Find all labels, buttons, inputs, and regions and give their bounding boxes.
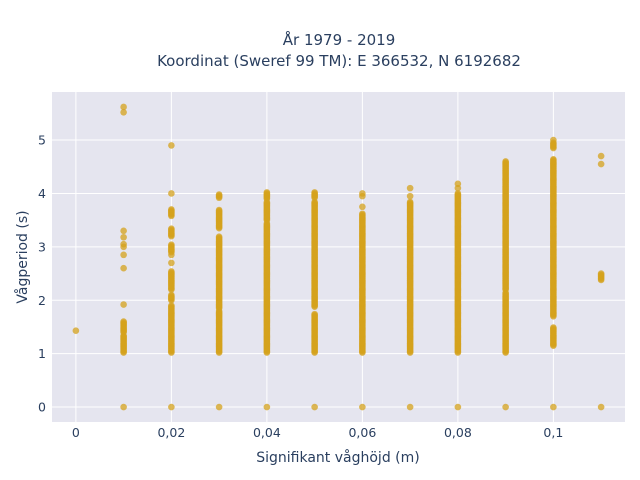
x-tick-label: 0,1 [543, 425, 563, 440]
data-point [168, 206, 175, 213]
data-point [597, 160, 605, 168]
data-point [359, 190, 366, 197]
data-point [263, 189, 271, 196]
data-point [168, 259, 175, 267]
x-tick-label: 0,08 [444, 425, 472, 440]
data-point [597, 403, 605, 411]
data-point [454, 403, 462, 411]
data-point [502, 403, 509, 411]
y-tick-label: 3 [38, 239, 46, 254]
data-point [72, 327, 80, 334]
data-point [168, 190, 175, 197]
data-point [550, 324, 557, 331]
data-point [120, 103, 127, 111]
chart-title-line2: Koordinat (Sweref 99 TM): E 366532, N 61… [157, 52, 521, 70]
data-point [359, 210, 366, 218]
y-tick-labels: 0 1 2 3 4 5 [38, 133, 46, 415]
data-point [120, 318, 127, 325]
data-point [502, 158, 509, 165]
data-point [597, 270, 605, 277]
data-point [168, 241, 175, 249]
y-tick-label: 2 [38, 293, 46, 308]
data-point [120, 233, 127, 241]
x-tick-label: 0,02 [157, 425, 185, 440]
data-point [215, 206, 223, 214]
data-point [168, 142, 175, 149]
y-tick-label: 1 [38, 346, 46, 361]
data-point [454, 180, 462, 188]
data-point [215, 403, 223, 411]
x-tick-label: 0,06 [348, 425, 376, 440]
data-point [168, 291, 175, 299]
y-axis-title: Vågperiod (s) [14, 210, 31, 303]
scatter-points [72, 103, 605, 411]
data-point [168, 268, 175, 275]
data-point [215, 191, 223, 198]
data-point [168, 302, 175, 309]
data-point [406, 192, 414, 200]
x-axis-title: Signifikant våghöjd (m) [256, 449, 419, 466]
data-point [120, 301, 127, 308]
y-tick-label: 5 [38, 133, 46, 148]
data-point [406, 403, 414, 411]
data-point [120, 227, 127, 235]
data-point [168, 225, 175, 232]
data-point [168, 251, 175, 259]
data-point [597, 152, 605, 160]
data-point [406, 198, 414, 206]
data-point [120, 264, 127, 272]
x-tick-labels: 0 0,02 0,04 0,06 0,08 0,1 [72, 425, 563, 440]
data-point [120, 251, 127, 259]
data-point [263, 403, 271, 411]
data-point [120, 403, 127, 411]
data-point [550, 136, 557, 144]
chart-title-line1: År 1979 - 2019 [283, 30, 396, 49]
x-tick-label: 0,04 [253, 425, 281, 440]
data-point [120, 108, 127, 116]
data-point [215, 233, 223, 241]
data-point [454, 190, 462, 197]
data-point [311, 403, 318, 411]
data-point [311, 189, 318, 196]
data-point [550, 403, 557, 411]
x-tick-label: 0 [72, 425, 80, 440]
plot-area [52, 92, 625, 422]
data-point [311, 310, 318, 318]
data-point [550, 155, 557, 163]
y-tick-label: 4 [38, 186, 46, 201]
data-point [359, 203, 366, 211]
data-point [168, 403, 175, 411]
data-point [406, 184, 414, 192]
y-tick-label: 0 [38, 400, 46, 415]
data-point [120, 240, 127, 248]
data-point [359, 403, 366, 411]
